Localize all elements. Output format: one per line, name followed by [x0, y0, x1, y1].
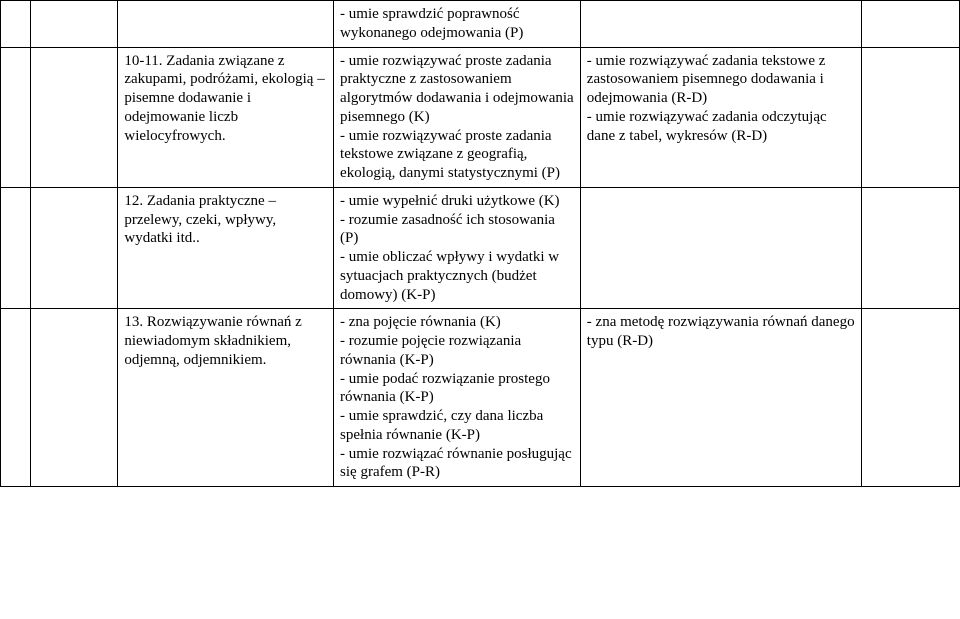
cell: 12. Zadania praktyczne – przelewy, czeki… [118, 187, 334, 309]
cell: - zna pojęcie równania (K)- rozumie poję… [334, 309, 581, 487]
cell [580, 187, 861, 309]
cell [118, 1, 334, 48]
cell: - umie wypełnić druki użytkowe (K)- rozu… [334, 187, 581, 309]
table-row: 10-11. Zadania związane z zakupami, podr… [1, 47, 960, 187]
table-row: - umie sprawdzić poprawność wykonanego o… [1, 1, 960, 48]
cell [861, 47, 959, 187]
cell [1, 309, 31, 487]
cell [1, 187, 31, 309]
cell [1, 1, 31, 48]
cell [31, 187, 118, 309]
cell [1, 47, 31, 187]
curriculum-table: - umie sprawdzić poprawność wykonanego o… [0, 0, 960, 487]
cell: - zna metodę rozwiązywania równań danego… [580, 309, 861, 487]
cell: - umie sprawdzić poprawność wykonanego o… [334, 1, 581, 48]
cell [861, 187, 959, 309]
cell: - umie rozwiązywać proste zadania prakty… [334, 47, 581, 187]
cell: 10-11. Zadania związane z zakupami, podr… [118, 47, 334, 187]
table-row: 13. Rozwiązywanie równań z niewiadomym s… [1, 309, 960, 487]
cell [580, 1, 861, 48]
cell [31, 47, 118, 187]
table-row: 12. Zadania praktyczne – przelewy, czeki… [1, 187, 960, 309]
cell: - umie rozwiązywać zadania tekstowe z za… [580, 47, 861, 187]
cell [861, 1, 959, 48]
cell: 13. Rozwiązywanie równań z niewiadomym s… [118, 309, 334, 487]
cell [31, 309, 118, 487]
cell [31, 1, 118, 48]
cell [861, 309, 959, 487]
